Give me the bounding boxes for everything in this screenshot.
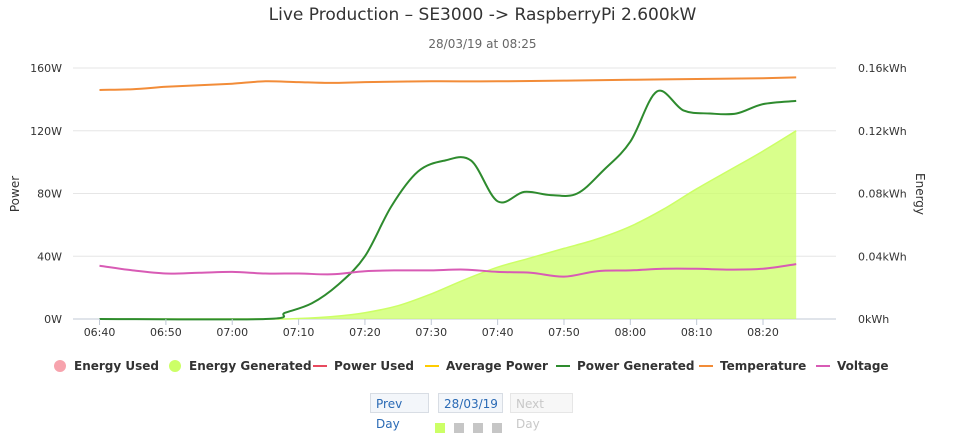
y-axis-right: 0kWh 0.04kWh 0.08kWh 0.12kWh 0.16kWh [858,62,907,326]
y-left-tick-label: 0W [44,313,62,326]
y-left-tick-label: 40W [37,250,62,263]
legend-label: Temperature [720,359,806,373]
legend-item-energy-generated[interactable]: Energy Generated [169,359,312,373]
next-day-button: Next Day [510,393,573,431]
x-tick-label: 06:50 [150,326,182,339]
x-tick-label: 07:20 [349,326,381,339]
energy-generated-area [99,130,797,320]
pager-dot[interactable] [454,423,464,433]
legend-item-temperature[interactable]: Temperature [699,359,806,373]
y-right-tick-label: 0.12kWh [858,125,907,138]
y-left-tick-label: 120W [30,125,62,138]
legend-label: Average Power [446,359,548,373]
y-left-tick-label: 160W [30,62,62,75]
legend-label: Voltage [837,359,889,373]
x-tick-label: 08:20 [747,326,779,339]
pager-dot[interactable] [473,423,483,433]
legend-item-average-power[interactable]: Average Power [425,359,548,373]
x-tick-label: 08:10 [681,326,713,339]
x-tick-label: 07:30 [415,326,447,339]
legend-label: Energy Used [74,359,159,373]
legend-item-power-used[interactable]: Power Used [313,359,414,373]
y-right-tick-label: 0.04kWh [858,250,907,263]
chart-title: Live Production – SE3000 -> RaspberryPi … [268,5,697,25]
temperature-line [99,76,797,91]
legend-label: Energy Generated [189,359,312,373]
energy-generated-area-edge [99,130,797,320]
legend-item-voltage[interactable]: Voltage [816,359,889,373]
x-tick-label: 07:00 [216,326,248,339]
y-left-tick-label: 80W [37,188,62,201]
x-tick-label: 07:50 [548,326,580,339]
x-tick-label: 07:10 [283,326,315,339]
plot-area [99,76,797,321]
current-date-button[interactable]: 28/03/19 [438,393,503,413]
y-right-tick-label: 0.08kWh [858,188,907,201]
legend-symbol [54,360,66,372]
legend-label: Power Used [334,359,414,373]
y-right-tick-label: 0.16kWh [858,62,907,75]
y-axis-right-title: Energy [913,173,927,215]
power-generated-line [99,89,797,321]
x-tick-label: 07:40 [482,326,514,339]
pager-dot[interactable] [435,423,445,433]
y-axis-left: 0W 40W 80W 120W 160W [30,62,62,326]
pager-dot[interactable] [492,423,502,433]
prev-day-button[interactable]: Prev Day [370,393,429,431]
legend: Energy Used Energy Generated Power Used Ave… [54,359,889,373]
legend-item-power-generated[interactable]: Power Generated [556,359,695,373]
x-tick-label: 06:40 [84,326,116,339]
y-axis-left-title: Power [8,176,22,212]
chart-subtitle: 28/03/19 at 08:25 [428,37,537,51]
x-axis: 06:40 06:50 07:00 07:10 07:20 07:30 07:40 07:50… [84,319,779,339]
legend-item-energy-used[interactable]: Energy Used [54,359,159,373]
voltage-line [99,263,797,278]
y-right-tick-label: 0kWh [858,313,889,326]
legend-label: Power Generated [577,359,695,373]
legend-symbol [169,360,181,372]
x-tick-label: 08:00 [614,326,646,339]
